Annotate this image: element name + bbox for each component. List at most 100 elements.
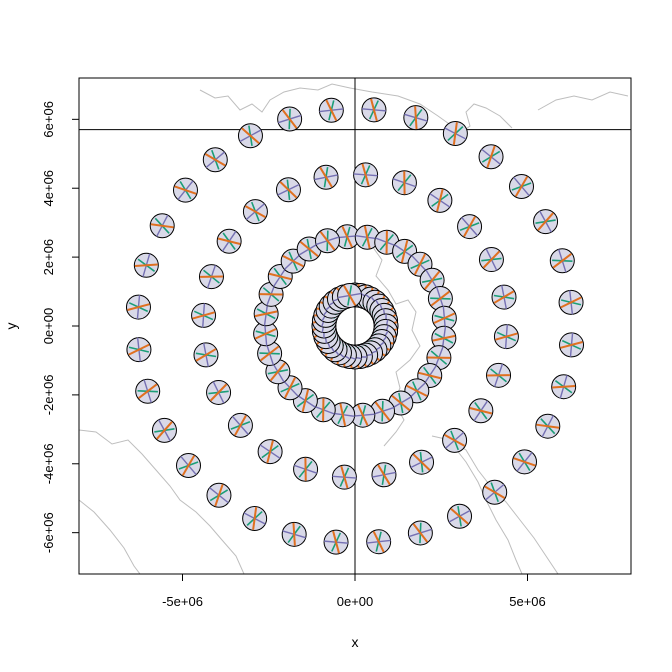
x-tick-label: -5e+06: [162, 594, 203, 609]
indicatrix-glyph: [558, 289, 584, 315]
glyph-axis-line: [192, 311, 215, 320]
glyph-axis-line: [292, 522, 296, 546]
indicatrix-glyph: [253, 321, 279, 347]
indicatrix-glyph: [482, 479, 508, 505]
glyph-axis-line: [319, 231, 336, 251]
glyph-axis-line: [400, 240, 409, 263]
indicatrix-glyph: [149, 213, 175, 239]
indicatrix-glyph: [216, 228, 242, 254]
glyph-axis-line: [156, 421, 173, 440]
glyph-axis-line: [341, 226, 353, 248]
glyph-axis-line: [209, 383, 228, 402]
indicatrix-glyph: [125, 294, 151, 320]
indicatrix-glyph: [293, 456, 319, 482]
glyph-axis-line: [195, 348, 217, 362]
glyph-axis-line: [268, 272, 292, 281]
glyph-axis-line: [266, 440, 274, 463]
x-axis: -5e+06 0e+00 5e+06: [162, 574, 546, 609]
glyph-axis-line: [332, 530, 340, 554]
y-tick-label: 0e+00: [41, 308, 56, 345]
glyph-axis-line: [552, 385, 576, 389]
glyph-axis-line: [138, 383, 158, 399]
indicatrix-glyph: [227, 412, 253, 438]
indicatrix-glyph: [206, 379, 232, 405]
indicatrix-glyph: [447, 503, 473, 529]
indicatrix-glyph: [512, 449, 538, 475]
glyph-axis-line: [282, 255, 304, 268]
coastline-bottom-left: [79, 429, 245, 574]
glyph-axis-line: [269, 362, 286, 382]
glyph-axis-line: [214, 484, 224, 507]
indicatrix-glyph: [126, 337, 152, 363]
glyph-axis-line: [433, 312, 456, 324]
glyph-axis-line: [452, 122, 458, 145]
indicatrix-glyph: [468, 398, 494, 424]
glyph-axis-line: [560, 296, 582, 309]
indicatrix-glyph: [491, 284, 517, 310]
glyph-axis-line: [463, 216, 476, 238]
glyph-axis-line: [424, 270, 441, 290]
glyph-axis-line: [244, 205, 266, 219]
indicatrix-glyph: [237, 123, 263, 149]
glyph-axis-line: [217, 237, 241, 246]
glyph-axis-line: [361, 163, 370, 187]
indicatrix-glyph: [354, 224, 380, 250]
glyph-axis-line: [536, 423, 560, 429]
indicatrix-glyph: [172, 177, 198, 203]
coastline-top: [199, 83, 513, 133]
glyph-axis-line: [377, 464, 391, 486]
glyph-axis-line: [418, 371, 442, 380]
indicatrix-glyph: [535, 413, 561, 439]
indicatrix-glyph: [133, 252, 159, 278]
indicatrix-glyph: [198, 264, 224, 290]
indicatrix-glyph: [176, 452, 202, 478]
glyph-axis-line: [259, 345, 280, 362]
indicatrix-glyph: [202, 147, 228, 173]
glyph-axis-line: [181, 455, 196, 476]
glyph-axis-line: [357, 404, 369, 426]
indicatrix-glyph: [493, 324, 519, 350]
indicatrix-glyph: [486, 362, 512, 388]
glyph-axis-line: [234, 414, 247, 436]
indicatrix-glyph: [407, 520, 433, 546]
glyph-axis-line: [325, 99, 338, 121]
x-axis-title: x: [352, 634, 359, 650]
glyph-axis-line: [252, 507, 258, 530]
indicatrix-glyph: [257, 439, 283, 465]
glyph-axis-line: [363, 225, 371, 249]
indicatrix-glyph: [277, 106, 303, 132]
y-tick-label: 6e+06: [41, 101, 56, 138]
glyph-axis-line: [484, 485, 506, 499]
indicatrix-glyph: [275, 177, 301, 203]
indicatrix-glyph: [366, 529, 392, 555]
glyph-axis-line: [281, 109, 298, 129]
indicatrix-glyph: [403, 105, 429, 131]
glyph-axis-line: [537, 212, 554, 231]
glyph-axis-line: [514, 176, 529, 197]
indicatrix-glyph: [478, 247, 504, 273]
glyph-axis-line: [127, 303, 150, 311]
indicatrix-glyph: [409, 449, 435, 475]
indicatrix-glyph: [442, 121, 468, 147]
glyph-axis-line: [552, 253, 572, 269]
glyph-axis-line: [391, 394, 411, 412]
glyph-axis-line: [301, 389, 310, 412]
y-axis-title: y: [3, 323, 19, 330]
glyph-axis-line: [372, 531, 385, 553]
indicatrix-glyph: [549, 248, 575, 274]
indicatrix-glyph: [242, 199, 268, 225]
glyph-axis-line: [486, 145, 496, 168]
y-tick-label: -6e+06: [41, 512, 56, 553]
glyph-axis-line: [430, 290, 451, 307]
glyph-axis-line: [412, 523, 429, 543]
indicatrix-glyph: [318, 97, 344, 123]
glyph-axis-line: [134, 263, 158, 267]
indicatrix-glyph: [457, 214, 483, 240]
glyph-axis-line: [513, 457, 536, 467]
coastline-bottom-right-2: [451, 443, 523, 574]
glyph-axis-line: [174, 185, 197, 195]
glyph-axis-line: [560, 341, 583, 349]
glyph-axis-line: [444, 433, 466, 447]
glyph-axis-line: [482, 250, 501, 269]
indicatrix-glyph: [253, 301, 279, 327]
